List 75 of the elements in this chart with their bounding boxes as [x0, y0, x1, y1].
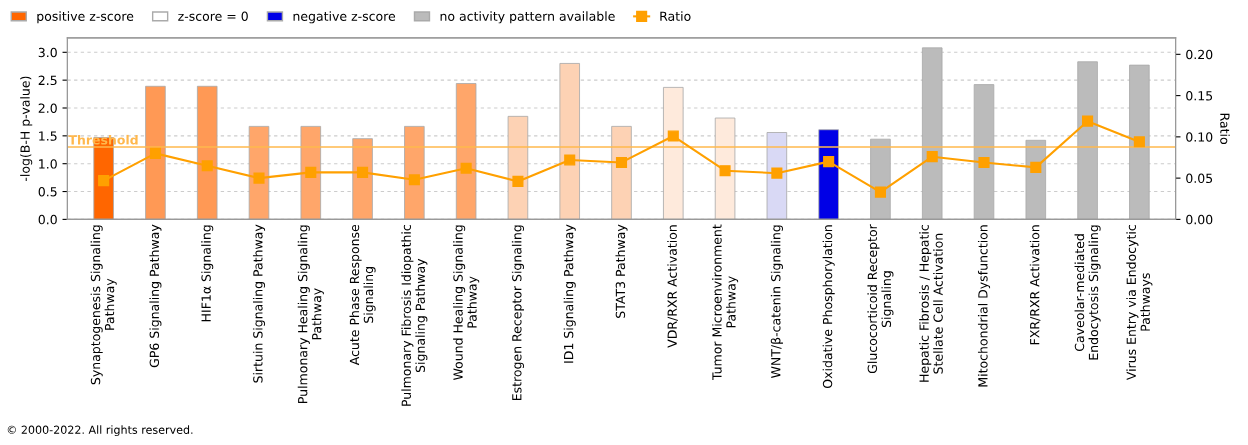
point: [823, 156, 835, 168]
legend-label: negative z-score: [293, 11, 396, 24]
ref-line-label: Threshold: [68, 134, 138, 145]
point: [564, 154, 576, 166]
y-tick-label: 2.0: [38, 103, 57, 113]
legend-label: Ratio: [660, 11, 691, 21]
point: [149, 147, 161, 159]
x-tick-label: Tumor Microenvironment Pathway: [712, 224, 739, 381]
bar: [455, 83, 477, 220]
bar: [507, 115, 529, 220]
x-tick-label: Pulmonary Fibrosis Idiopathic Signaling Pathway: [401, 225, 428, 406]
y-tick-label: 1.0: [39, 159, 57, 169]
point: [201, 160, 213, 172]
point: [771, 167, 783, 179]
x-tick-label: Wound Healing Signaling Pathway: [453, 225, 480, 381]
bar: [663, 86, 684, 220]
x-tick-label: Virus Entry via Endocytic Pathways: [1126, 225, 1153, 381]
legend-label: z-score = 0: [178, 11, 248, 21]
y-tick-label: 2.5: [38, 75, 57, 86]
bar: [559, 63, 580, 220]
x-tick-label: GP6 Signaling Pathway: [149, 224, 162, 368]
x-tick-label: VDR/RXR Activation: [667, 225, 678, 348]
x-tick-label: Hepatic Fibrosis / Hepatic Stellate Cell Activation: [919, 225, 943, 382]
point: [408, 174, 420, 186]
x-tick-label: STAT3 Pathway: [615, 224, 628, 318]
point: [512, 175, 524, 187]
point: [98, 175, 110, 187]
x-tick-label: WNT/β-catenin Signaling: [770, 225, 783, 379]
x-tick-label: Mitochondrial Dysfunction: [977, 225, 991, 387]
point: [1082, 115, 1094, 127]
point: [667, 130, 679, 142]
x-tick-label: Glucocorticoid Receptor Signaling: [867, 224, 894, 374]
x-tick-label: ID1 Signaling Pathway: [563, 224, 576, 363]
x-tick-label: Oxidative Phosphorylation: [822, 225, 835, 389]
point: [874, 186, 886, 198]
x-tick-label: HIF1α Signaling: [201, 225, 214, 322]
y2-tick-label: 0.00: [1186, 214, 1213, 225]
bar: [714, 117, 736, 220]
x-tick-label: Caveolar-mediated Endocytosis Signaling: [1074, 225, 1101, 360]
y-tick-label: 3.0: [38, 47, 57, 58]
y2-tick-label: 0.05: [1186, 173, 1213, 184]
y2-tick-label: 0.10: [1186, 132, 1213, 142]
legend-label: positive z-score: [37, 11, 134, 24]
point: [1133, 136, 1145, 148]
x-tick-label: Sirtuin Signaling Pathway: [252, 224, 266, 383]
point: [305, 166, 317, 178]
y2-tick-label: 0.20: [1186, 49, 1213, 60]
text: © 2000-2022. All rights reserved.: [7, 425, 193, 437]
y-tick-label: 0.5: [38, 187, 57, 197]
bar: [973, 84, 995, 220]
bar: [921, 47, 943, 220]
point: [719, 165, 731, 177]
bar: [1077, 61, 1098, 220]
y2-axis-title: Ratio: [1220, 113, 1230, 144]
x-tick-label: Acute Phase Response Signaling: [349, 224, 376, 366]
x-tick-label: Estrogen Receptor Signaling: [511, 225, 524, 401]
point: [253, 172, 265, 184]
y2-tick-label: 0.15: [1186, 91, 1213, 101]
y-tick-label: 1.5: [39, 131, 57, 141]
bar: [196, 85, 218, 220]
point: [615, 156, 628, 168]
point: [460, 162, 472, 174]
point: [926, 151, 938, 163]
bar: [1129, 64, 1150, 220]
x-tick-label: Synaptogenesis Signaling Pathway: [90, 225, 117, 385]
point: [357, 166, 369, 178]
x-tick-label: Pulmonary Healing Signaling Pathway: [297, 225, 324, 403]
y-tick-label: 0.0: [38, 214, 57, 225]
x-tick-label: FXR/RXR Activation: [1029, 225, 1041, 345]
point: [1030, 161, 1042, 173]
point: [978, 156, 990, 168]
legend-label: no activity pattern available: [440, 11, 615, 24]
bar: [145, 85, 166, 220]
bar: [300, 125, 322, 220]
y-axis-title: -log(B-H p-value): [20, 76, 33, 182]
